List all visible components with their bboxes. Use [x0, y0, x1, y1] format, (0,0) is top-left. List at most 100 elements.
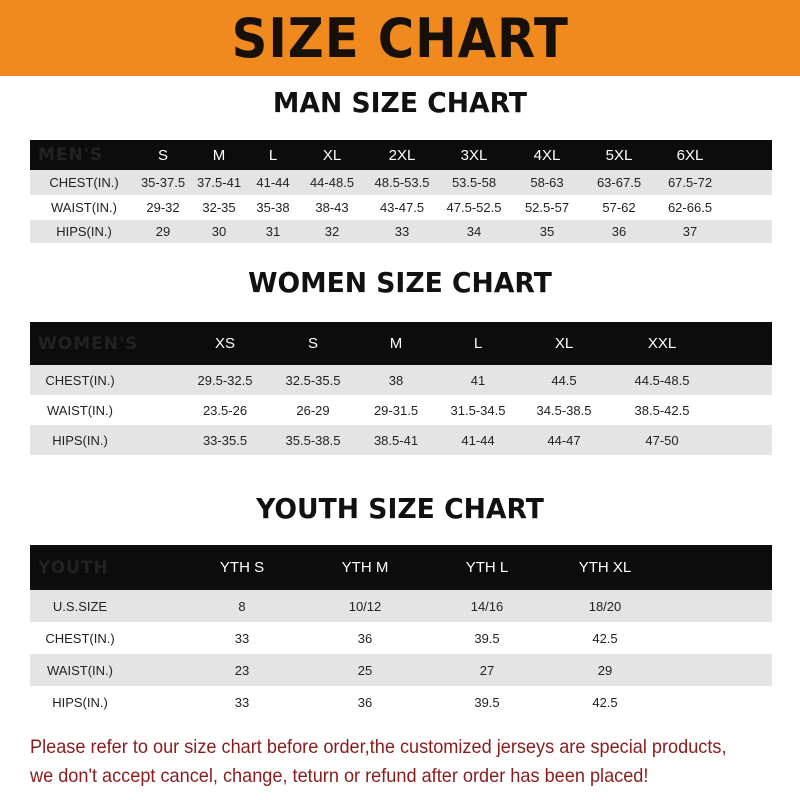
size-header: XS: [214, 335, 236, 352]
table-cell: 33: [394, 224, 410, 239]
row-label: HIPS(IN.): [52, 432, 108, 448]
table-cell: 37.5-41: [196, 175, 242, 190]
banner-title: SIZE CHART: [231, 6, 569, 70]
table-cell: 38.5-41: [373, 432, 419, 448]
table-cell: 14/16: [470, 598, 504, 614]
table-cell: 36: [357, 694, 373, 710]
table-row: CHEST(IN.) 29.5-32.5 32.5-35.5 38 41 44.5 44.5…: [30, 365, 772, 395]
size-header: 6XL: [676, 146, 704, 164]
table-cell: 42.5: [592, 630, 618, 646]
table-header-row: YOUTH YTH S YTH M YTH L YTH XL: [30, 545, 772, 590]
table-cell: 57-62: [602, 200, 636, 215]
table-cell: 37: [682, 224, 698, 239]
table-row: WAIST(IN.) 29-32 32-35 35-38 38-43 43-47.5 47.…: [30, 195, 772, 220]
table-row: CHEST(IN.) 33 36 39.5 42.5: [30, 622, 772, 654]
row-label: CHEST(IN.): [49, 175, 119, 190]
table-cell: 29-32: [146, 200, 180, 215]
size-header: 5XL: [605, 146, 633, 164]
table-cell: 42.5: [592, 694, 618, 710]
size-header: M: [389, 335, 403, 352]
table-cell: 33: [234, 694, 250, 710]
size-header: YTH S: [219, 559, 265, 576]
table-cell: 33-35.5: [202, 432, 248, 448]
table-cell: 39.5: [474, 630, 500, 646]
table-title-cell: MEN'S: [38, 145, 104, 165]
notice-line-1: Please refer to our size chart before or…: [30, 736, 727, 758]
table-cell: 35-38: [256, 200, 290, 215]
table-cell: 31: [265, 224, 281, 239]
row-label: WAIST(IN.): [51, 200, 117, 215]
table-cell: 41-44: [256, 175, 290, 190]
size-header: XXL: [647, 335, 677, 352]
row-label: CHEST(IN.): [45, 372, 115, 388]
table-cell: 29: [155, 224, 171, 239]
size-header: YTH M: [341, 559, 389, 576]
table-header-row: WOMEN'S XS S M L XL XXL: [30, 322, 772, 365]
row-label: HIPS(IN.): [56, 224, 112, 239]
table-row: CHEST(IN.) 35-37.5 37.5-41 41-44 44-48.5 48.5…: [30, 170, 772, 195]
table-row: HIPS(IN.) 29 30 31 32 33 34 35 36 37: [30, 220, 772, 243]
table-cell: 27: [479, 662, 495, 678]
table-cell: 23.5-26: [202, 402, 248, 418]
table-cell: 43-47.5: [379, 200, 425, 215]
size-chart-banner: SIZE CHART: [0, 0, 800, 76]
size-header: 4XL: [533, 146, 561, 164]
size-header: XL: [322, 146, 342, 164]
table-cell: 29.5-32.5: [197, 372, 253, 388]
women-title: WOMEN SIZE CHART: [248, 266, 552, 299]
table-cell: 58-63: [530, 175, 564, 190]
table-cell: 38: [388, 372, 404, 388]
table-cell: 52.5-57: [524, 200, 570, 215]
table-cell: 29: [597, 662, 613, 678]
order-notice: Please refer to our size chart before or…: [30, 733, 737, 791]
table-row: WAIST(IN.) 23 25 27 29: [30, 654, 772, 686]
table-cell: 38-43: [315, 200, 349, 215]
table-cell: 41: [470, 372, 486, 388]
table-row: HIPS(IN.) 33-35.5 35.5-38.5 38.5-41 41-44 44-…: [30, 425, 772, 455]
table-header-row: MEN'S S M L XL 2XL 3XL 4XL 5XL 6XL: [30, 140, 772, 170]
table-cell: 34: [466, 224, 482, 239]
table-cell: 44-48.5: [309, 175, 355, 190]
table-cell: 32-35: [202, 200, 236, 215]
table-title-cell: YOUTH: [38, 557, 109, 578]
row-label: U.S.SIZE: [52, 598, 108, 614]
size-header: YTH XL: [578, 559, 632, 576]
table-cell: 35.5-38.5: [285, 432, 341, 448]
size-header: S: [157, 146, 169, 164]
table-cell: 62-66.5: [667, 200, 713, 215]
table-cell: 44.5-48.5: [634, 372, 690, 388]
table-cell: 44.5: [551, 372, 577, 388]
table-cell: 30: [211, 224, 227, 239]
table-cell: 29-31.5: [373, 402, 419, 418]
table-cell: 47.5-52.5: [446, 200, 502, 215]
table-cell: 26-29: [296, 402, 330, 418]
table-cell: 33: [234, 630, 250, 646]
table-cell: 36: [357, 630, 373, 646]
table-cell: 8: [238, 598, 246, 614]
table-cell: 34.5-38.5: [536, 402, 592, 418]
table-cell: 41-44: [461, 432, 495, 448]
size-header: L: [268, 146, 278, 164]
table-cell: 35-37.5: [140, 175, 186, 190]
size-header: YTH L: [465, 559, 509, 576]
table-cell: 53.5-58: [451, 175, 497, 190]
table-title-cell: WOMEN'S: [38, 333, 139, 354]
table-cell: 31.5-34.5: [450, 402, 506, 418]
youth-title: YOUTH SIZE CHART: [256, 492, 544, 525]
table-cell: 47-50: [645, 432, 679, 448]
table-cell: 38.5-42.5: [634, 402, 690, 418]
table-cell: 67.5-72: [667, 175, 713, 190]
notice-line-2: we don't accept cancel, change, teturn o…: [30, 765, 649, 787]
row-label: HIPS(IN.): [52, 694, 108, 710]
table-cell: 18/20: [588, 598, 622, 614]
row-label: WAIST(IN.): [47, 662, 113, 678]
men-title: MAN SIZE CHART: [272, 86, 528, 119]
table-row: U.S.SIZE 8 10/12 14/16 18/20: [30, 590, 772, 622]
size-header: 3XL: [460, 146, 488, 164]
table-cell: 48.5-53.5: [374, 175, 430, 190]
table-cell: 63-67.5: [596, 175, 642, 190]
size-header: L: [473, 335, 483, 352]
table-cell: 35: [539, 224, 555, 239]
size-header: 2XL: [388, 146, 416, 164]
table-cell: 39.5: [474, 694, 500, 710]
